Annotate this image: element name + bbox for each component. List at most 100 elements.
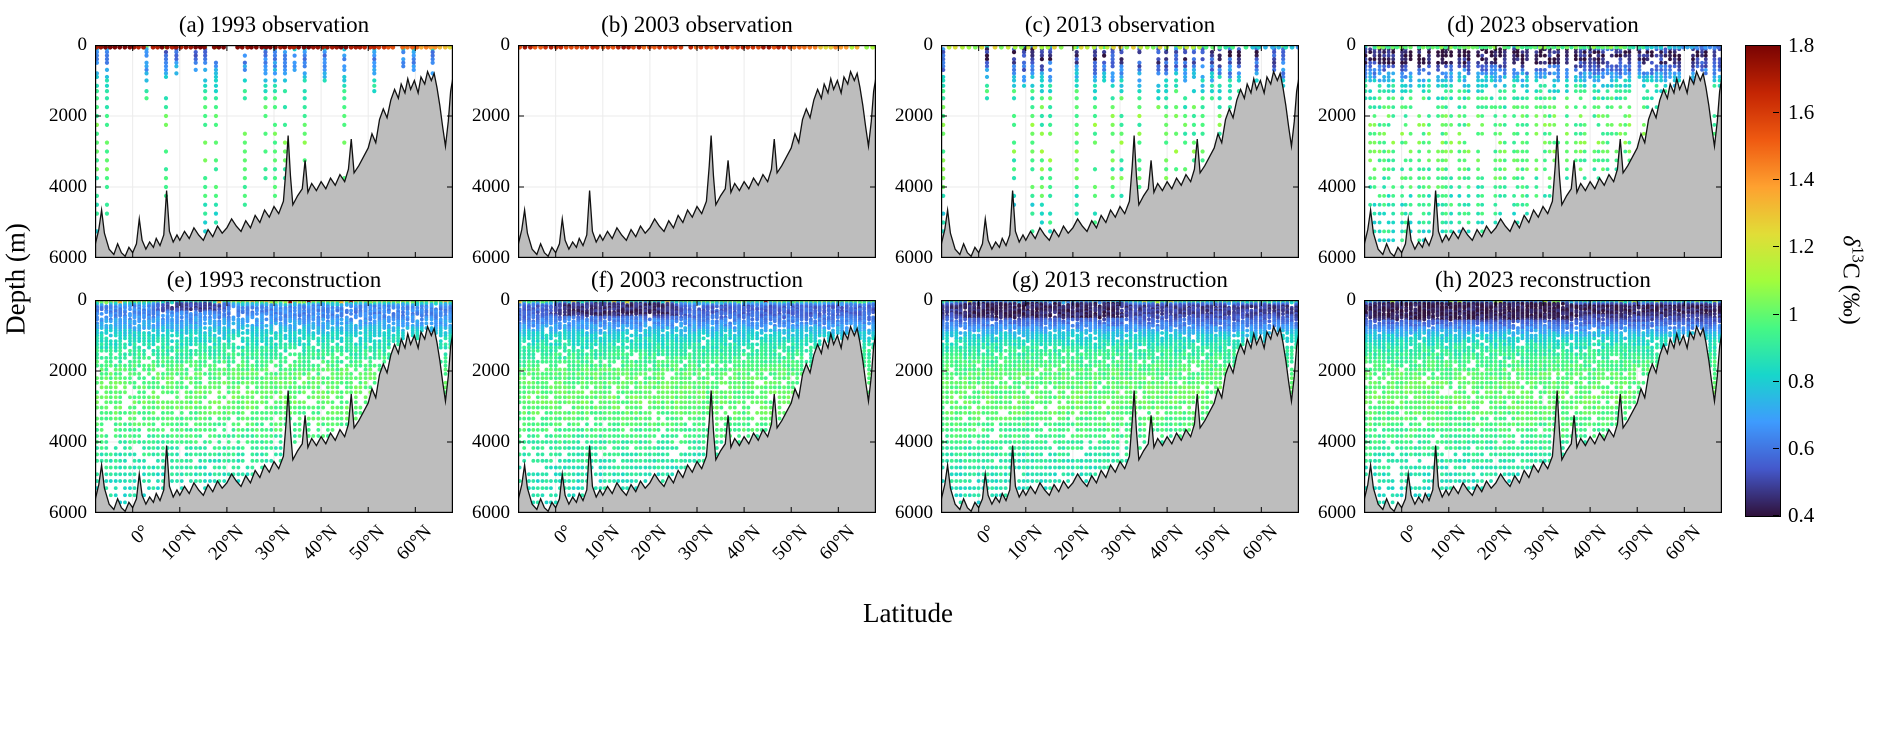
x-tick-label: 0° [126,521,154,548]
x-tick-label: 0° [549,521,577,548]
x-tick-label: 30°N [674,521,718,565]
colorbar-tick-label: 0.4 [1788,503,1815,527]
x-tick-label: 20°N [1473,521,1517,565]
x-tick-label: 50°N [345,521,390,565]
y-tick-label: 6000 [895,502,933,523]
y-tick-label: 6000 [49,502,87,523]
x-tick-label: 60°N [1238,521,1283,565]
x-tick-label: 20°N [204,521,248,565]
x-tick-label: 10°N [580,521,624,565]
x-tick-label: 40°N [1567,521,1611,565]
y-tick-label: 6000 [1318,502,1356,523]
y-tick-label: 4000 [49,176,87,197]
panel-plot-d [1364,45,1722,258]
x-axis-label: Latitude [863,598,953,628]
colorbar-tick-label: 0.8 [1788,368,1815,393]
panel-plot-c [941,45,1299,258]
y-tick-label: 0 [77,34,88,55]
colorbar-tick-label: 1.2 [1788,234,1815,259]
y-tick-label: 6000 [472,502,510,523]
panel-title: (b) 2003 observation [601,12,793,37]
colorbar-tick-mark [1773,112,1779,114]
y-tick-label: 2000 [1318,360,1356,381]
colorbar-label-delta: δ [1837,235,1864,247]
x-tick-label: 10°N [1003,521,1047,565]
y-tick-label: 6000 [1318,247,1356,268]
colorbar-label-superscript: 13 [1848,246,1868,263]
x-tick-label: 60°N [815,521,860,565]
y-tick-label: 2000 [49,105,87,126]
x-tick-label: 0° [1395,521,1423,548]
y-tick-label: 0 [1346,34,1357,55]
colorbar-label: δ13C (‰) [1837,235,1868,324]
x-tick-label: 30°N [1097,521,1141,565]
x-tick-label: 40°N [721,521,765,565]
colorbar-tick-mark [1773,380,1779,382]
colorbar-tick-mark [1773,45,1779,46]
y-tick-label: 0 [923,34,934,55]
x-tick-label: 50°N [768,521,813,565]
y-tick-label: 2000 [1318,105,1356,126]
y-tick-label: 0 [500,34,511,55]
colorbar-tick-mark [1773,313,1779,315]
panel-title: (g) 2013 reconstruction [1012,267,1228,292]
y-tick-label: 0 [500,289,511,310]
x-tick-label: 60°N [392,521,437,565]
y-tick-label: 0 [1346,289,1357,310]
colorbar-tick-mark [1773,515,1779,516]
y-tick-label: 2000 [49,360,87,381]
panel-title: (h) 2023 reconstruction [1435,267,1651,292]
x-tick-label: 20°N [1050,521,1094,565]
y-tick-label: 2000 [472,360,510,381]
x-tick-label: 10°N [157,521,201,565]
colorbar-tick-label: 1.4 [1788,167,1815,192]
x-tick-label: 60°N [1661,521,1706,565]
y-tick-label: 2000 [472,105,510,126]
y-tick-label: 2000 [895,105,933,126]
y-tick-label: 4000 [472,431,510,452]
x-tick-label: 50°N [1191,521,1236,565]
x-tick-label: 50°N [1614,521,1659,565]
y-tick-label: 6000 [895,247,933,268]
y-tick-label: 4000 [1318,176,1356,197]
x-tick-label: 20°N [627,521,671,565]
x-tick-label: 30°N [1520,521,1564,565]
y-tick-label: 4000 [895,176,933,197]
panel-title: (d) 2023 observation [1447,12,1639,37]
panel-title: (f) 2003 reconstruction [590,267,804,292]
panel-plot-h [1364,300,1722,513]
panel-plot-e [95,300,453,513]
panel-plot-b [518,45,876,258]
y-tick-label: 6000 [49,247,87,268]
y-tick-label: 4000 [895,431,933,452]
x-tick-label: 40°N [1144,521,1188,565]
x-tick-label: 0° [972,521,1000,548]
y-tick-label: 4000 [472,176,510,197]
x-tick-label: 10°N [1426,521,1470,565]
panel-plot-a [95,45,453,258]
y-tick-label: 6000 [472,247,510,268]
colorbar-tick-mark [1773,447,1779,449]
panel-title: (c) 2013 observation [1024,12,1216,37]
colorbar-tick-mark [1773,179,1779,181]
colorbar-tick-label: 1 [1788,301,1799,326]
colorbar-tick-label: 0.6 [1788,435,1815,460]
x-tick-label: 30°N [251,521,295,565]
colorbar-tick-label: 1.6 [1788,100,1815,125]
colorbar-tick-label: 1.8 [1788,33,1815,57]
panel-title: (e) 1993 reconstruction [166,267,382,292]
y-tick-label: 4000 [49,431,87,452]
panel-plot-f [518,300,876,513]
colorbar-tick-mark [1773,246,1779,248]
y-tick-label: 0 [77,289,88,310]
y-tick-label: 0 [923,289,934,310]
y-tick-label: 2000 [895,360,933,381]
y-tick-label: 4000 [1318,431,1356,452]
panel-plot-g [941,300,1299,513]
panel-title: (a) 1993 observation [178,12,370,37]
colorbar [1745,45,1781,517]
x-tick-label: 40°N [298,521,342,565]
colorbar-label-rest: C (‰) [1837,262,1864,325]
y-axis-label: Depth (m) [0,223,31,335]
